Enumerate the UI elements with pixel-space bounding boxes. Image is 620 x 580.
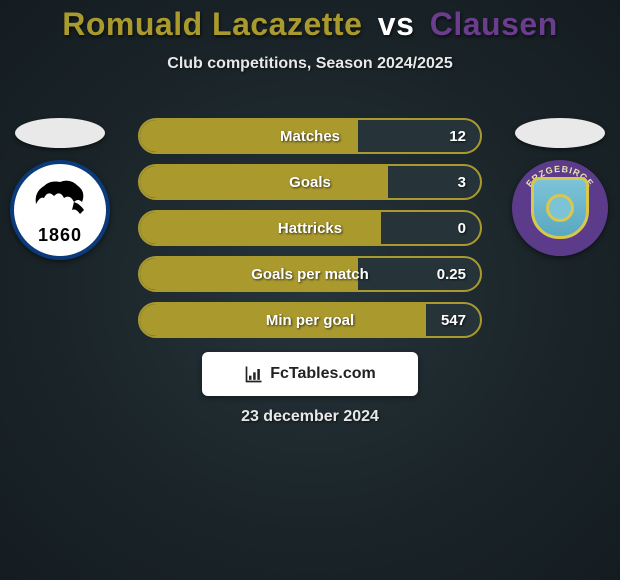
stat-label: Hattricks <box>278 220 342 237</box>
stat-row-min-per-goal: Min per goal 547 <box>138 302 482 338</box>
stat-value: 0 <box>458 220 466 237</box>
ring-top-text: ERZGEBIRGE <box>524 164 596 189</box>
stat-label: Goals per match <box>251 266 369 283</box>
stat-row-matches: Matches 12 <box>138 118 482 154</box>
stat-fill <box>140 212 381 244</box>
player2-club-badge: ERZGEBIRGE AUE <box>512 160 608 256</box>
stat-row-hattricks: Hattricks 0 <box>138 210 482 246</box>
snapshot-date: 23 december 2024 <box>0 408 620 426</box>
comparison-card: Romuald Lacazette vs Clausen Club compet… <box>0 0 620 580</box>
stat-value: 3 <box>458 174 466 191</box>
stat-value: 547 <box>441 312 466 329</box>
club-year: 1860 <box>38 225 82 246</box>
player1-avatar-placeholder <box>15 118 105 148</box>
player2-slot: ERZGEBIRGE AUE <box>510 118 610 256</box>
svg-text:ERZGEBIRGE: ERZGEBIRGE <box>524 164 596 189</box>
ring-bottom-text: AUE <box>547 227 573 239</box>
player1-slot: 1860 <box>10 118 110 260</box>
stat-fill <box>140 166 388 198</box>
stats-panel: Matches 12 Goals 3 Hattricks 0 Goals per… <box>138 118 482 348</box>
player2-name: Clausen <box>430 6 558 42</box>
season-subtitle: Club competitions, Season 2024/2025 <box>0 55 620 73</box>
stat-row-goals-per-match: Goals per match 0.25 <box>138 256 482 292</box>
stat-label: Min per goal <box>266 312 354 329</box>
lion-icon <box>30 174 90 218</box>
club-ring-text: ERZGEBIRGE AUE <box>512 160 608 256</box>
chart-icon <box>244 364 264 384</box>
fctables-link[interactable]: FcTables.com <box>202 352 418 396</box>
svg-text:AUE: AUE <box>547 227 573 239</box>
vs-label: vs <box>378 6 415 42</box>
stat-label: Goals <box>289 174 331 191</box>
stat-value: 12 <box>449 128 466 145</box>
fctables-label: FcTables.com <box>270 365 376 383</box>
player1-club-badge: 1860 <box>10 160 110 260</box>
comparison-title: Romuald Lacazette vs Clausen <box>0 0 620 43</box>
player1-name: Romuald Lacazette <box>62 6 362 42</box>
stat-label: Matches <box>280 128 340 145</box>
club-shield-icon <box>531 177 589 239</box>
stat-row-goals: Goals 3 <box>138 164 482 200</box>
player2-avatar-placeholder <box>515 118 605 148</box>
stat-value: 0.25 <box>437 266 466 283</box>
